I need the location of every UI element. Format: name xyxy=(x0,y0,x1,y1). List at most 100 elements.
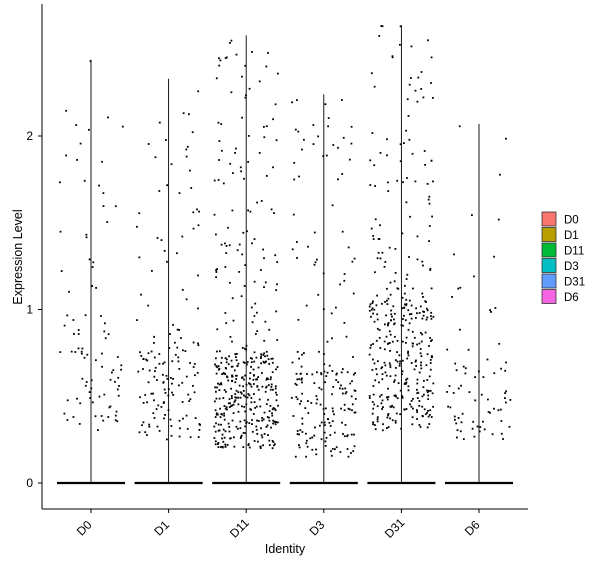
point-D1 xyxy=(167,409,170,412)
point-D31 xyxy=(386,303,389,305)
point-D11 xyxy=(253,280,256,283)
legend-label-D3: D3 xyxy=(564,261,579,273)
point-D11 xyxy=(237,410,240,413)
point-D31 xyxy=(427,198,430,201)
point-D11 xyxy=(223,412,225,415)
point-D31 xyxy=(398,354,401,357)
point-D11 xyxy=(229,162,232,165)
point-D31 xyxy=(426,391,429,394)
point-D11 xyxy=(255,428,258,431)
point-D11 xyxy=(227,422,230,425)
point-D3 xyxy=(296,241,298,243)
point-D11 xyxy=(214,416,217,418)
point-D11 xyxy=(253,393,255,395)
point-D11 xyxy=(228,406,231,408)
point-D11 xyxy=(264,361,266,364)
point-D6 xyxy=(461,412,464,415)
point-D1 xyxy=(164,414,166,416)
point-D11 xyxy=(225,245,228,247)
point-D11 xyxy=(227,226,229,229)
point-D11 xyxy=(225,322,228,324)
point-D3 xyxy=(324,445,327,447)
point-D11 xyxy=(257,376,259,378)
point-D3 xyxy=(293,178,296,181)
point-D31 xyxy=(399,360,401,363)
point-D0 xyxy=(111,371,113,374)
point-D11 xyxy=(224,443,227,446)
point-D31 xyxy=(382,423,384,426)
point-D1 xyxy=(158,362,161,365)
point-D11 xyxy=(245,403,248,406)
point-D11 xyxy=(230,91,233,94)
point-D11 xyxy=(268,410,271,412)
point-D11 xyxy=(249,357,252,359)
point-D3 xyxy=(307,400,309,402)
point-D11 xyxy=(242,231,245,234)
point-D1 xyxy=(147,304,150,307)
point-D1 xyxy=(186,428,189,430)
point-D11 xyxy=(267,398,269,401)
point-D3 xyxy=(335,379,338,381)
point-D0 xyxy=(102,419,105,422)
point-D11 xyxy=(256,385,259,387)
point-D3 xyxy=(299,402,301,405)
point-D31 xyxy=(386,299,388,302)
point-D11 xyxy=(266,354,269,357)
point-D11 xyxy=(252,378,255,381)
point-D3 xyxy=(351,403,354,406)
point-D11 xyxy=(233,369,236,372)
point-D11 xyxy=(240,170,242,173)
point-D1 xyxy=(156,379,158,381)
point-D11 xyxy=(217,365,220,367)
point-D31 xyxy=(420,332,422,334)
point-D31 xyxy=(388,246,391,249)
point-D31 xyxy=(373,403,376,406)
point-D11 xyxy=(258,398,261,401)
point-D31 xyxy=(380,394,383,396)
point-D11 xyxy=(277,404,279,407)
point-D11 xyxy=(223,414,225,417)
point-D6 xyxy=(497,409,500,412)
point-D0 xyxy=(76,397,78,400)
point-D3 xyxy=(354,411,357,414)
point-D3 xyxy=(316,398,319,401)
point-D11 xyxy=(253,360,256,363)
point-D11 xyxy=(240,392,243,395)
point-D11 xyxy=(268,444,271,446)
point-D11 xyxy=(268,419,271,422)
point-D31 xyxy=(416,397,419,399)
x-tick-label: D1 xyxy=(151,518,172,539)
point-D1 xyxy=(163,417,165,420)
point-D11 xyxy=(241,253,244,256)
point-D31 xyxy=(387,342,390,345)
point-D11 xyxy=(217,443,219,445)
point-D11 xyxy=(234,399,237,402)
point-D6 xyxy=(462,438,465,440)
point-D1 xyxy=(192,227,195,230)
point-D6 xyxy=(478,370,480,373)
point-D0 xyxy=(89,60,92,63)
point-D3 xyxy=(323,413,326,415)
point-D3 xyxy=(346,435,348,438)
point-D3 xyxy=(320,373,323,376)
point-D11 xyxy=(230,395,233,397)
point-D31 xyxy=(419,352,422,355)
point-D11 xyxy=(256,311,258,314)
point-D3 xyxy=(322,155,325,157)
point-D31 xyxy=(387,322,390,324)
point-D0 xyxy=(114,414,117,417)
point-D31 xyxy=(405,408,408,410)
point-D6 xyxy=(505,401,507,404)
point-D11 xyxy=(260,427,262,430)
point-D6 xyxy=(473,435,476,438)
point-D31 xyxy=(402,318,404,320)
point-D31 xyxy=(406,273,409,276)
point-D31 xyxy=(389,293,392,296)
point-D3 xyxy=(314,426,316,429)
point-D31 xyxy=(369,346,372,349)
point-D11 xyxy=(225,367,227,370)
point-D1 xyxy=(163,388,166,391)
point-D31 xyxy=(384,301,386,303)
point-D11 xyxy=(262,444,264,447)
point-D11 xyxy=(252,368,255,371)
